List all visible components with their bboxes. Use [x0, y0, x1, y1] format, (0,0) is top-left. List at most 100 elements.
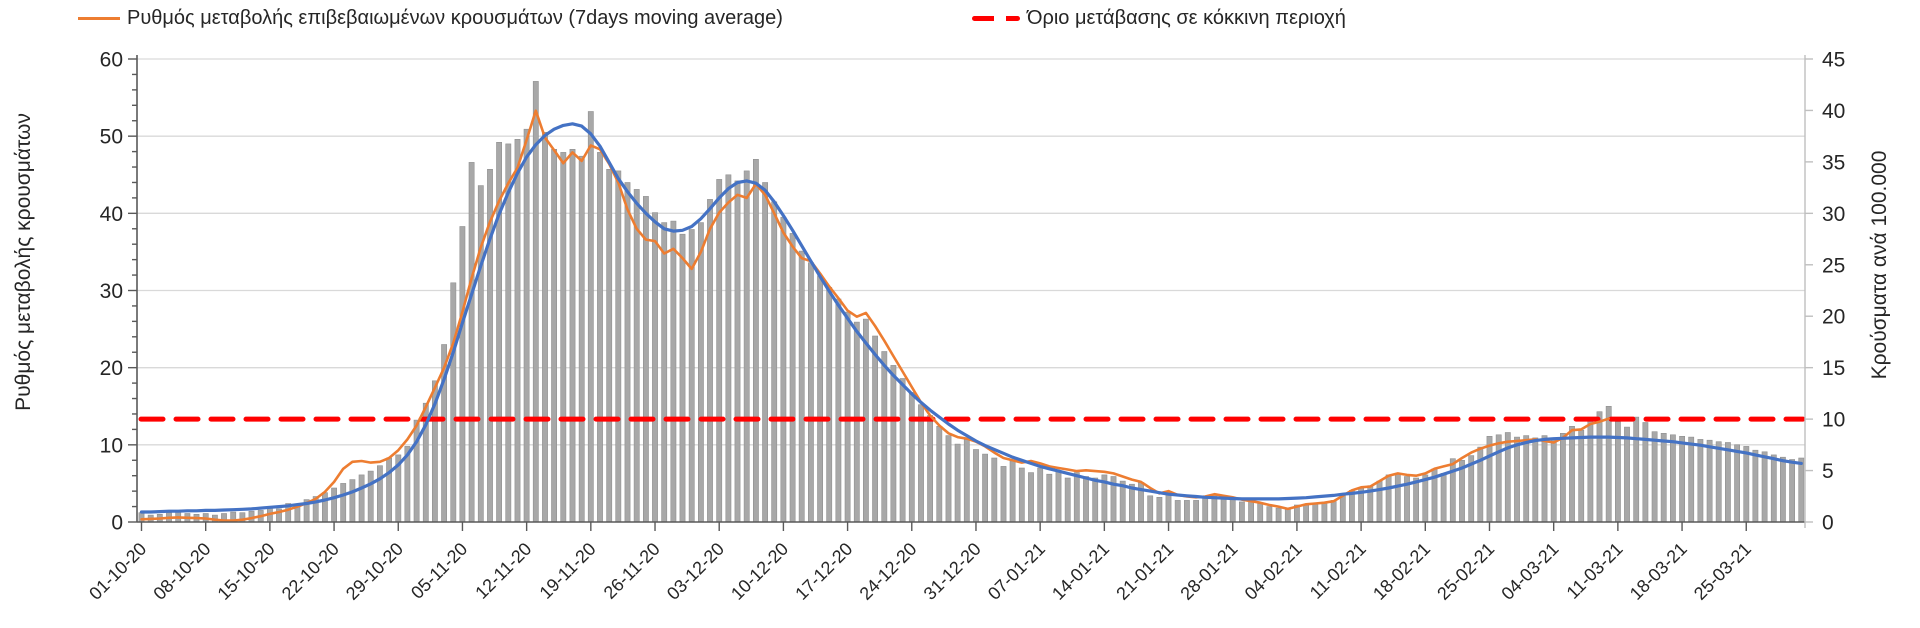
bar — [1229, 496, 1236, 523]
bar — [789, 233, 796, 523]
bar — [1046, 473, 1053, 523]
bar — [1321, 502, 1328, 523]
bar — [1165, 491, 1172, 523]
bar — [1633, 416, 1640, 523]
bar — [1651, 431, 1658, 523]
bar — [138, 512, 145, 523]
bar — [1734, 444, 1740, 523]
x-axis-tick-label: 19-11-20 — [536, 539, 600, 603]
moving-average-line — [140, 109, 1610, 522]
bar — [1339, 495, 1346, 523]
bar — [1670, 434, 1676, 523]
bar — [1037, 467, 1044, 523]
x-axis-tick-label: 15-10-20 — [214, 539, 279, 604]
orange-line-swatch-icon — [78, 16, 120, 20]
x-axis-tick-label: 11-03-21 — [1563, 539, 1627, 603]
bar — [1743, 446, 1750, 523]
bar — [376, 465, 383, 523]
bar — [762, 182, 768, 523]
bar — [624, 182, 631, 523]
x-axis-tick-label: 10-12-20 — [727, 539, 792, 604]
bar — [835, 298, 842, 523]
bar — [1523, 435, 1530, 523]
bar — [1248, 500, 1254, 523]
y-axis-left-tick-label: 40 — [100, 203, 123, 226]
bar — [523, 128, 530, 523]
x-axis-tick-label: 04-03-21 — [1497, 539, 1562, 604]
bar — [578, 155, 585, 523]
gridlines — [137, 58, 1805, 446]
bar — [716, 179, 723, 523]
x-axis-tick-label: 22-10-20 — [278, 539, 343, 604]
bar — [1550, 438, 1557, 523]
bar — [1303, 504, 1309, 523]
bar — [1679, 435, 1685, 523]
bar — [367, 470, 374, 523]
bar — [1624, 426, 1630, 523]
x-axis-tick-label: 18-02-21 — [1369, 539, 1434, 604]
x-axis-tick-label: 12-11-20 — [471, 539, 535, 603]
bar — [881, 351, 888, 523]
y-axis-left-tick-label: 60 — [100, 49, 123, 72]
y-axis-right-tick-label: 10 — [1822, 409, 1845, 432]
bar — [1660, 432, 1667, 523]
y-axis-right-tick-label: 25 — [1822, 254, 1845, 277]
bar — [468, 162, 475, 523]
bar — [908, 392, 915, 523]
bar — [1266, 506, 1273, 523]
bar — [1440, 473, 1447, 523]
bar — [1725, 442, 1731, 523]
y-axis-left-tick-label: 10 — [100, 434, 123, 457]
bar — [1752, 449, 1759, 523]
bar — [927, 415, 933, 523]
bar — [1789, 459, 1795, 523]
x-axis-tick-label: 25-03-21 — [1690, 539, 1755, 604]
legend-item-red-threshold: Όριο μετάβασης σε κόκκινη περιοχή — [972, 4, 1346, 32]
legend-label-moving-average: Ρυθμός μεταβολής επιβεβαιωμένων κρουσμάτ… — [127, 6, 783, 29]
bar — [945, 435, 952, 523]
bar — [1055, 470, 1062, 523]
bar — [1018, 467, 1025, 523]
bar — [1761, 451, 1768, 523]
bar — [872, 335, 878, 523]
bar — [1312, 503, 1319, 523]
bar — [349, 479, 356, 523]
bar — [1073, 472, 1080, 523]
bar — [1413, 477, 1419, 523]
bar — [1770, 454, 1777, 523]
legend-item-moving-average: Ρυθμός μεταβολής επιβεβαιωμένων κρουσμάτ… — [78, 4, 783, 32]
bar — [633, 189, 640, 523]
y-axis-left-tick-label: 0 — [111, 512, 123, 535]
bar — [752, 159, 759, 523]
x-axis-tick-label: 26-11-20 — [600, 539, 664, 603]
bar — [936, 425, 943, 523]
bar — [688, 229, 695, 523]
bar — [569, 149, 576, 523]
bar — [707, 199, 713, 523]
bar — [661, 222, 668, 523]
bar — [1697, 439, 1704, 523]
bar — [597, 152, 603, 523]
bar — [652, 212, 658, 523]
bars-series — [138, 81, 1805, 523]
x-axis-tick-label: 24-12-20 — [856, 539, 921, 604]
bar — [899, 378, 906, 523]
y-axis-right-title: Κρούσματα ανά 100.000 — [1868, 151, 1891, 380]
x-axis-tick-label: 29-10-20 — [342, 539, 407, 604]
bar — [1596, 411, 1603, 523]
bar — [1587, 417, 1594, 523]
x-axis-tick-label: 28-01-21 — [1176, 539, 1241, 604]
bar — [615, 170, 622, 523]
bar — [1394, 473, 1401, 523]
bar — [1257, 503, 1264, 523]
bar — [606, 169, 613, 523]
bar — [1028, 472, 1034, 523]
bar — [817, 275, 823, 523]
bar — [1780, 456, 1786, 523]
bar — [1449, 458, 1456, 523]
bar — [679, 233, 686, 523]
bar — [991, 457, 998, 523]
x-axis-tick-label: 17-12-20 — [791, 539, 856, 604]
bar — [459, 226, 466, 523]
bar — [386, 457, 392, 523]
